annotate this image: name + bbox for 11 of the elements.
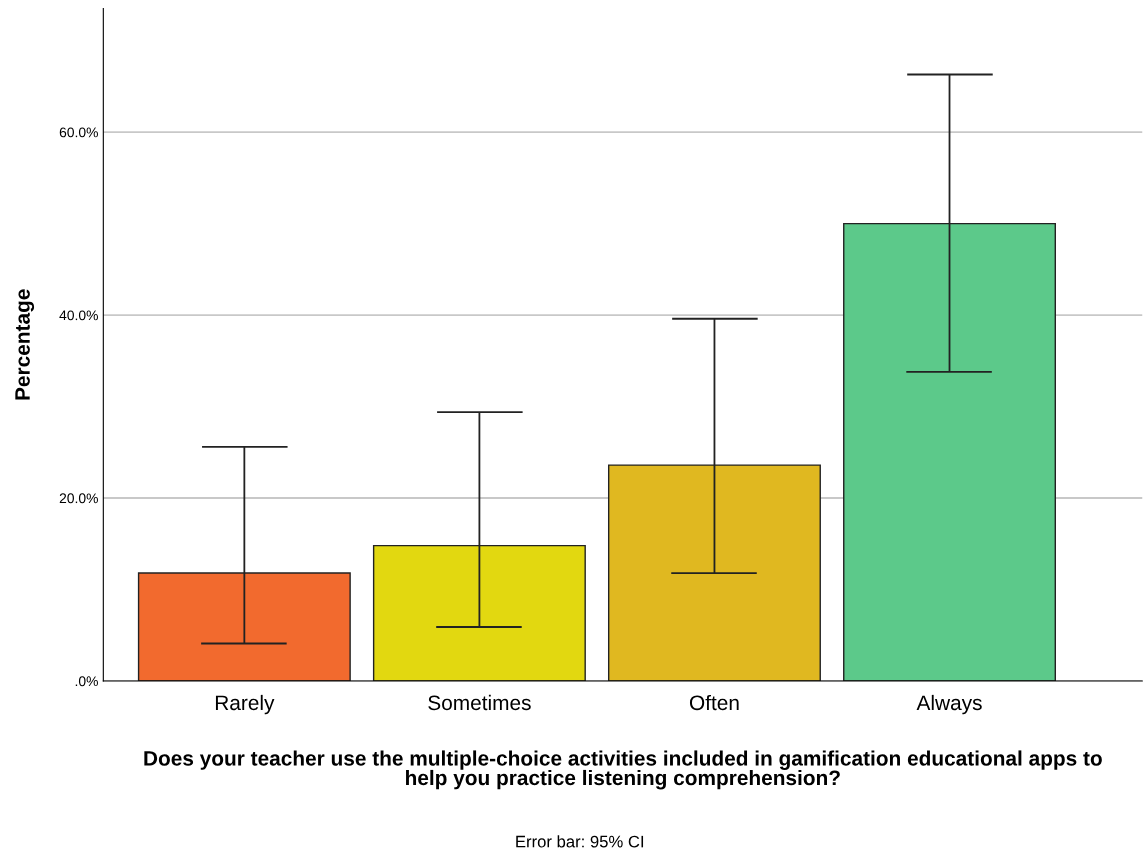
x-tick-label: Rarely	[215, 694, 275, 715]
x-tick-label: Often	[689, 694, 739, 711]
y-tick-label: 40.0%	[59, 310, 98, 321]
y-tick-label: 60.0%	[59, 127, 98, 138]
x-tick-label: Always	[916, 694, 982, 715]
text: Error bar: 95% CI	[516, 835, 644, 848]
y-axis-title: Percentage	[15, 289, 35, 400]
y-tick-label: 20.0%	[59, 493, 98, 504]
x-tick-label: Sometimes	[428, 694, 531, 711]
x-axis-title: Does your teacher use the multiple-choice activities included in gamification educational apps to help you practice listening comprehension?	[144, 750, 1102, 790]
y-tick-label: .0%	[75, 676, 98, 687]
